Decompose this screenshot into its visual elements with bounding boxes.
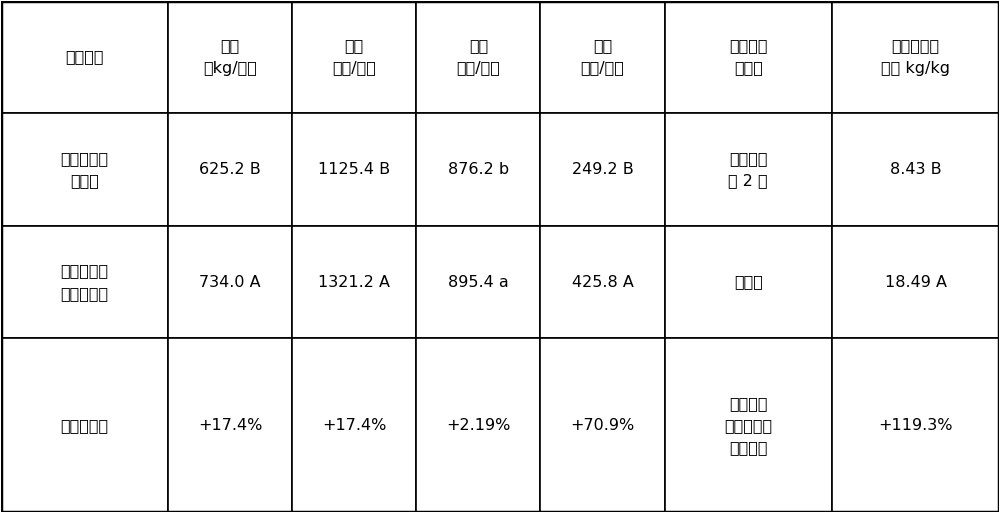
Text: 与对照相比: 与对照相比 (60, 418, 108, 433)
Bar (665, 1, 832, 113)
Text: +17.4%: +17.4% (322, 418, 386, 433)
Bar (665, 113, 832, 226)
Text: 除草剂施
用情况: 除草剂施 用情况 (729, 38, 768, 75)
Bar (832, 226, 999, 339)
Bar (416, 1, 540, 113)
Text: 不施用除
草剂，减少
环境污染: 不施用除 草剂，减少 环境污染 (724, 396, 772, 455)
Bar (832, 1, 999, 113)
Bar (416, 226, 540, 339)
Text: 895.4 a: 895.4 a (448, 274, 509, 289)
Text: 625.2 B: 625.2 B (199, 162, 261, 177)
Bar (292, 1, 416, 113)
Bar (540, 226, 665, 339)
Text: 1125.4 B: 1125.4 B (318, 162, 390, 177)
Bar (1, 113, 168, 226)
Text: 8.43 B: 8.43 B (890, 162, 941, 177)
Bar (292, 226, 416, 339)
Bar (292, 339, 416, 512)
Text: 876.2 b: 876.2 b (448, 162, 509, 177)
Text: 734.0 A: 734.0 A (199, 274, 261, 289)
Bar (540, 113, 665, 226)
Text: 金都尔除
草 2 次: 金都尔除 草 2 次 (728, 151, 768, 188)
Text: +2.19%: +2.19% (446, 418, 511, 433)
Bar (1, 339, 168, 512)
Text: 249.2 B: 249.2 B (572, 162, 633, 177)
Bar (1, 1, 168, 113)
Text: 收益
（元/亩）: 收益 （元/亩） (581, 38, 624, 75)
Bar (416, 339, 540, 512)
Text: +119.3%: +119.3% (878, 418, 953, 433)
Bar (665, 226, 832, 339)
Bar (832, 113, 999, 226)
Text: 不施用: 不施用 (734, 274, 763, 289)
Text: 1321.2 A: 1321.2 A (318, 274, 390, 289)
Bar (1, 226, 168, 339)
Text: 氮肥农学利
用率 kg/kg: 氮肥农学利 用率 kg/kg (881, 38, 950, 75)
Text: 425.8 A: 425.8 A (572, 274, 633, 289)
Text: 种植模式: 种植模式 (65, 49, 104, 65)
Bar (540, 1, 665, 113)
Text: 产值
（元/亩）: 产值 （元/亩） (332, 38, 376, 75)
Text: +17.4%: +17.4% (198, 418, 262, 433)
Text: 成本
（元/亩）: 成本 （元/亩） (456, 38, 500, 75)
Text: +70.9%: +70.9% (570, 418, 635, 433)
Bar (168, 226, 292, 339)
Bar (665, 339, 832, 512)
Bar (832, 339, 999, 512)
Bar (168, 113, 292, 226)
Bar (416, 113, 540, 226)
Bar (168, 1, 292, 113)
Text: 对照常规种
植技术: 对照常规种 植技术 (60, 151, 108, 188)
Bar (540, 339, 665, 512)
Bar (168, 339, 292, 512)
Bar (292, 113, 416, 226)
Text: 18.49 A: 18.49 A (885, 274, 947, 289)
Text: 混作绿肥增
密减氮技术: 混作绿肥增 密减氮技术 (60, 264, 108, 301)
Text: 产量
（kg/亩）: 产量 （kg/亩） (203, 38, 257, 75)
